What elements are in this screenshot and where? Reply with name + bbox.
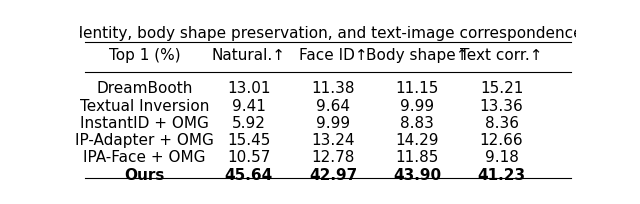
Text: 13.36: 13.36 — [480, 99, 524, 114]
Text: 11.38: 11.38 — [311, 81, 355, 96]
Text: 11.15: 11.15 — [396, 81, 439, 96]
Text: DreamBooth: DreamBooth — [96, 81, 193, 96]
Text: IPA-Face + OMG: IPA-Face + OMG — [83, 151, 205, 165]
Text: 13.01: 13.01 — [227, 81, 270, 96]
Text: Ours: Ours — [124, 168, 164, 183]
Text: 5.92: 5.92 — [232, 116, 266, 131]
Text: 15.21: 15.21 — [480, 81, 524, 96]
Text: 41.23: 41.23 — [477, 168, 525, 183]
Text: identity, body shape preservation, and text-image correspondence.: identity, body shape preservation, and t… — [68, 26, 588, 41]
Text: 9.41: 9.41 — [232, 99, 266, 114]
Text: 8.83: 8.83 — [401, 116, 434, 131]
Text: 42.97: 42.97 — [309, 168, 357, 183]
Text: Face ID↑: Face ID↑ — [299, 48, 367, 63]
Text: 10.57: 10.57 — [227, 151, 270, 165]
Text: 13.24: 13.24 — [311, 133, 355, 148]
Text: 9.64: 9.64 — [316, 99, 350, 114]
Text: 9.18: 9.18 — [484, 151, 518, 165]
Text: IP-Adapter + OMG: IP-Adapter + OMG — [75, 133, 214, 148]
Text: 14.29: 14.29 — [396, 133, 439, 148]
Text: 43.90: 43.90 — [393, 168, 442, 183]
Text: Text corr.↑: Text corr.↑ — [460, 48, 543, 63]
Text: 12.66: 12.66 — [480, 133, 524, 148]
Text: Top 1 (%): Top 1 (%) — [109, 48, 180, 63]
Text: Textual Inversion: Textual Inversion — [80, 99, 209, 114]
Text: 9.99: 9.99 — [316, 116, 350, 131]
Text: Natural.↑: Natural.↑ — [212, 48, 285, 63]
Text: 12.78: 12.78 — [311, 151, 355, 165]
Text: InstantID + OMG: InstantID + OMG — [80, 116, 209, 131]
Text: 8.36: 8.36 — [484, 116, 518, 131]
Text: Body shape↑: Body shape↑ — [366, 48, 468, 63]
Text: 9.99: 9.99 — [400, 99, 435, 114]
Text: 45.64: 45.64 — [225, 168, 273, 183]
Text: 15.45: 15.45 — [227, 133, 270, 148]
Text: 11.85: 11.85 — [396, 151, 439, 165]
